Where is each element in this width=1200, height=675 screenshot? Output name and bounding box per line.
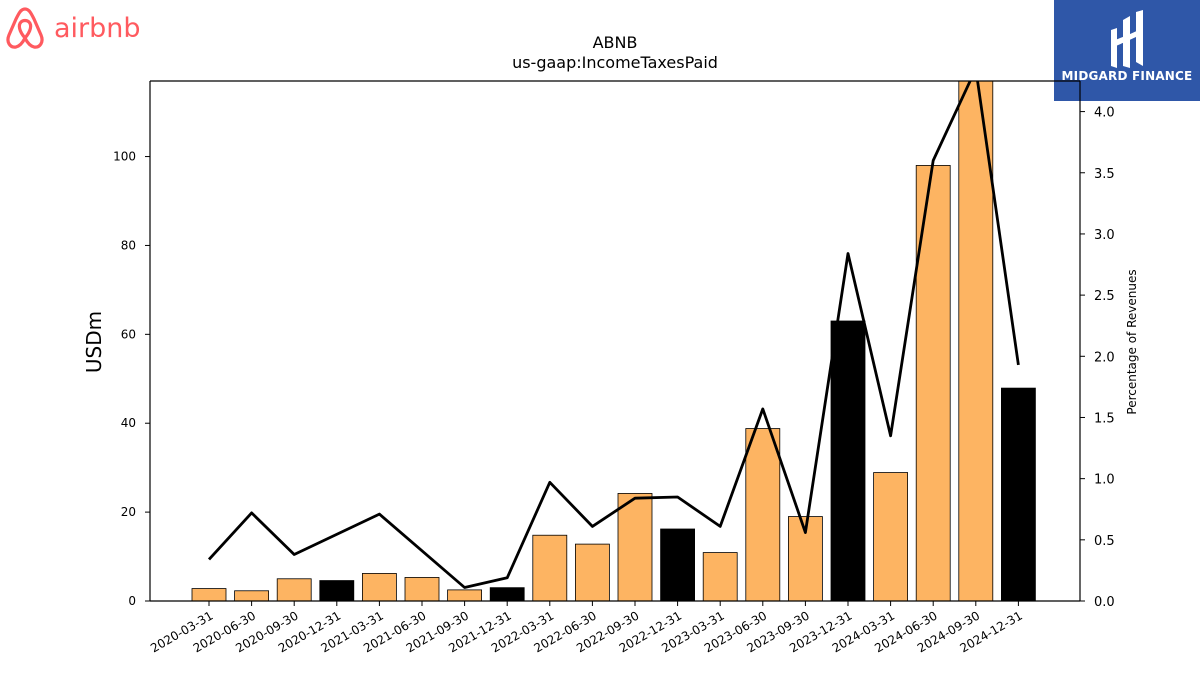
bar-2020-06-30 [234,590,270,602]
bar-2021-12-31 [489,587,525,602]
y-axis-label: USDm [82,311,106,373]
y2-tick-label: 3.5 [1094,167,1115,182]
airbnb-logo: airbnb [6,7,141,49]
bar-2023-03-31 [702,552,738,602]
y2-tick-label: 0.5 [1094,534,1115,549]
y2-tick-label: 1.0 [1094,473,1115,488]
bar-2022-12-31 [660,528,695,602]
bar-2020-12-31 [319,580,355,602]
y2-tick-label: 4.0 [1094,106,1115,121]
bar-2021-03-31 [361,573,397,602]
y2-tick-label: 2.0 [1094,350,1115,365]
bar-2024-09-30 [958,80,994,602]
y2-tick-label: 2.5 [1094,289,1115,304]
plot-area: 0204060801000.00.51.01.52.02.53.03.54.02… [113,80,1115,655]
y2-tick-label: 3.0 [1094,228,1115,243]
y2-axis-label: Percentage of Revenues [1125,269,1139,414]
bar-2022-09-30 [617,493,653,602]
y-tick-label: 0 [128,594,136,608]
y-tick-label: 100 [113,150,136,164]
airbnb-belo-icon [6,7,44,49]
y-tick-label: 80 [121,238,136,252]
bar-2024-03-31 [873,472,908,602]
midgard-finance-wordmark: MIDGARD FINANCE [1061,69,1193,83]
y-tick-label: 20 [121,505,136,519]
y2-tick-label: 0.0 [1094,595,1115,610]
bar-2023-06-30 [745,428,781,602]
bar-2022-03-31 [532,534,568,602]
bar-2024-12-31 [1001,387,1036,602]
midgard-mark-icon [1111,10,1143,68]
airbnb-wordmark: airbnb [54,13,141,44]
chart-title: ABNB [593,33,638,52]
bar-2020-03-31 [191,588,227,602]
bar-2021-09-30 [447,589,483,602]
bar-2023-12-31 [830,320,866,602]
chart-subtitle: us-gaap:IncomeTaxesPaid [512,53,718,72]
midgard-finance-logo: MIDGARD FINANCE [1054,0,1200,101]
bar-2022-06-30 [575,543,610,602]
y-tick-label: 40 [121,416,136,430]
bar-2020-09-30 [276,578,312,602]
bar-2021-06-30 [404,577,440,602]
y2-tick-label: 1.5 [1094,411,1115,426]
y-tick-label: 60 [121,327,136,341]
percentage-line [207,81,1020,589]
